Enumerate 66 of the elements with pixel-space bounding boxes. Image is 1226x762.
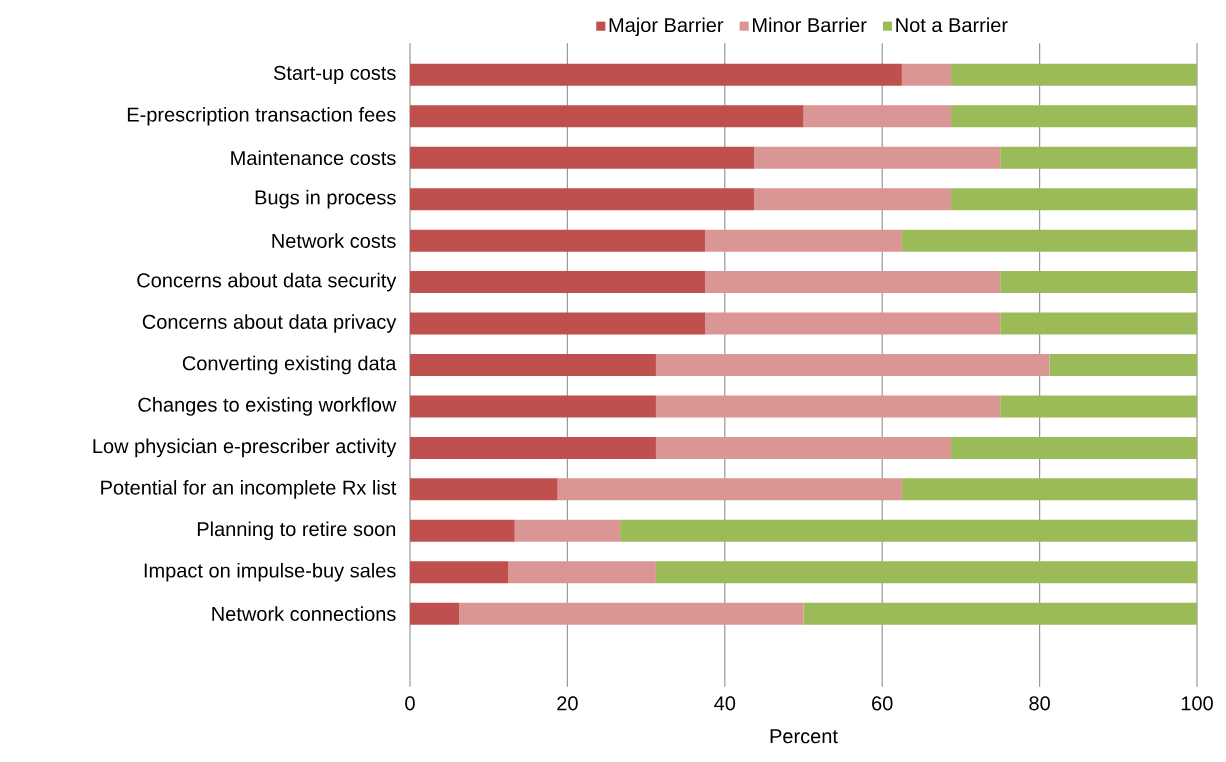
bar	[1000, 146, 1197, 169]
bar	[410, 188, 755, 211]
bar	[410, 312, 706, 335]
bar	[655, 561, 1197, 584]
y-tick-label: E-prescription transaction fees	[127, 106, 396, 126]
y-tick-label: Maintenance costs	[231, 150, 396, 166]
bar	[410, 436, 656, 459]
bar	[754, 146, 1001, 169]
y-tick-label: Planning to retire soon	[197, 521, 396, 541]
bar	[410, 602, 460, 625]
bar	[754, 188, 952, 211]
bar	[1000, 271, 1197, 294]
x-tick-label: 20	[557, 696, 578, 711]
y-tick-label: Low physician e-prescriber activity	[93, 438, 397, 458]
bar	[410, 353, 656, 376]
y-tick-label: Concerns about data security	[137, 272, 397, 292]
y-tick-label: Impact on impulse-buy sales	[144, 562, 396, 582]
bar	[410, 478, 558, 501]
x-tick-label: 100	[1181, 696, 1213, 711]
bar	[410, 561, 509, 584]
bar	[951, 436, 1197, 459]
bar	[951, 188, 1197, 211]
bar	[901, 63, 952, 86]
bar	[803, 602, 1197, 625]
bar	[459, 602, 804, 625]
bar	[410, 395, 656, 418]
bar	[951, 63, 1197, 86]
bar	[557, 478, 902, 501]
bar	[1000, 312, 1197, 335]
bar	[514, 519, 621, 542]
y-tick-label: Start-up costs	[273, 65, 396, 84]
bar	[410, 271, 706, 294]
bar	[901, 478, 1197, 501]
bar	[655, 395, 1001, 418]
x-tick-label: 40	[714, 696, 736, 711]
bar	[620, 519, 1197, 542]
legend-label: Major Barrier	[609, 17, 724, 37]
y-tick-label: Network connections	[212, 606, 396, 622]
bar	[951, 105, 1197, 128]
bar	[410, 63, 902, 86]
x-tick-label: 80	[1029, 696, 1050, 711]
x-tick-label: 0	[405, 696, 415, 711]
bar	[410, 105, 804, 128]
legend-label: Minor Barrier	[753, 17, 867, 33]
bar	[803, 105, 952, 128]
bar	[1049, 353, 1197, 376]
x-axis-title: Percent	[770, 729, 838, 744]
bar	[901, 229, 1197, 252]
bar	[705, 271, 1001, 294]
bar	[410, 519, 515, 542]
bar	[705, 312, 1001, 335]
legend-label: Not a Barrier	[896, 17, 1008, 33]
bar	[705, 229, 902, 252]
y-tick-label: Concerns about data privacy	[142, 314, 397, 333]
bar	[655, 436, 952, 459]
y-tick-label: Changes to existing workflow	[138, 397, 397, 416]
bar	[508, 561, 656, 584]
bar	[410, 146, 755, 169]
bar	[410, 229, 706, 252]
bar	[655, 353, 1050, 376]
y-tick-label: Potential for an incomplete Rx list	[101, 480, 397, 499]
x-tick-label: 60	[872, 696, 893, 711]
y-tick-label: Converting existing data	[182, 355, 397, 375]
y-tick-label: Bugs in process	[255, 189, 396, 209]
bar	[1000, 395, 1197, 418]
y-tick-label: Network costs	[272, 233, 396, 248]
